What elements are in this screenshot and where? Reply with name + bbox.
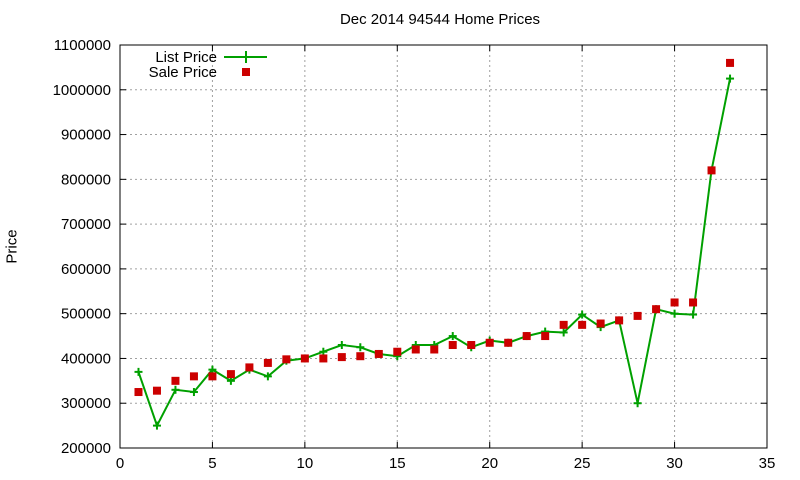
point-sale-price <box>226 370 235 379</box>
y-tick-label: 500000 <box>61 306 111 323</box>
point-list-price <box>578 310 587 319</box>
point-list-price <box>152 421 161 430</box>
point-sale-price <box>707 166 716 175</box>
point-sale-price <box>726 58 735 67</box>
y-tick-label: 600000 <box>61 261 111 278</box>
point-list-price <box>263 372 272 381</box>
x-tick-label: 15 <box>389 455 406 472</box>
point-sale-price <box>263 358 272 367</box>
chart-title: Dec 2014 94544 Home Prices <box>339 11 541 28</box>
point-sale-price <box>171 376 180 385</box>
point-list-price <box>319 347 328 356</box>
point-sale-price <box>189 372 198 381</box>
point-sale-price <box>467 341 476 350</box>
point-list-price <box>559 328 568 337</box>
x-tick-label: 10 <box>297 455 314 472</box>
point-sale-price <box>578 320 587 329</box>
y-tick-label: 300000 <box>61 395 111 412</box>
point-list-price <box>189 388 198 397</box>
y-axis-label: Price <box>3 229 21 264</box>
legend-label-list-price: List Price <box>155 49 217 66</box>
point-sale-price <box>356 352 365 361</box>
point-sale-price <box>541 332 550 341</box>
point-list-price <box>726 74 735 83</box>
point-sale-price <box>393 347 402 356</box>
point-sale-price <box>430 345 439 354</box>
y-tick-label: 800000 <box>61 171 111 188</box>
y-tick-label: 400000 <box>61 350 111 367</box>
x-tick-label: 0 <box>116 455 124 472</box>
point-list-price <box>208 365 217 374</box>
point-list-price <box>633 399 642 408</box>
x-tick-label: 25 <box>574 455 591 472</box>
point-sale-price <box>485 338 494 347</box>
y-tick-label: 900000 <box>61 127 111 144</box>
legend-marker-list-price <box>240 51 252 63</box>
point-sale-price <box>374 349 383 358</box>
point-sale-price <box>152 386 161 395</box>
point-sale-price <box>134 388 143 397</box>
x-tick-label: 5 <box>208 455 216 472</box>
point-list-price <box>337 341 346 350</box>
point-list-price <box>689 310 698 319</box>
point-list-price <box>226 376 235 385</box>
point-sale-price <box>282 355 291 364</box>
point-sale-price <box>689 298 698 307</box>
point-sale-price <box>300 354 309 363</box>
grid-lines <box>120 45 767 448</box>
plot-frame <box>119 44 768 449</box>
x-tick-label: 35 <box>759 455 776 472</box>
point-sale-price <box>411 345 420 354</box>
point-sale-price <box>522 332 531 341</box>
x-tick-label: 20 <box>481 455 498 472</box>
point-sale-price <box>208 372 217 381</box>
point-list-price <box>670 309 679 318</box>
point-list-price <box>134 367 143 376</box>
point-sale-price <box>633 311 642 320</box>
legend-label-sale-price: Sale Price <box>149 64 217 81</box>
point-sale-price <box>245 363 254 372</box>
series-layer <box>134 58 735 430</box>
point-sale-price <box>337 353 346 362</box>
axis-ticks: 200000 300000 400000 500000 600000 700000 8000… <box>53 37 776 472</box>
point-sale-price <box>596 319 605 328</box>
y-tick-label: 1000000 <box>53 82 111 99</box>
point-sale-price <box>504 338 513 347</box>
point-list-price <box>356 343 365 352</box>
point-sale-price <box>448 341 457 350</box>
point-list-price <box>448 332 457 341</box>
legend-marker-sale-price <box>242 68 250 76</box>
y-tick-label: 200000 <box>61 440 111 457</box>
point-sale-price <box>559 320 568 329</box>
point-sale-price <box>319 354 328 363</box>
point-list-price <box>171 385 180 394</box>
point-sale-price <box>652 305 661 314</box>
legend: List Price Sale Price <box>149 49 267 81</box>
point-sale-price <box>615 316 624 325</box>
x-tick-label: 30 <box>666 455 683 472</box>
y-tick-label: 1100000 <box>54 37 111 54</box>
y-tick-label: 700000 <box>61 216 111 233</box>
point-sale-price <box>670 298 679 307</box>
